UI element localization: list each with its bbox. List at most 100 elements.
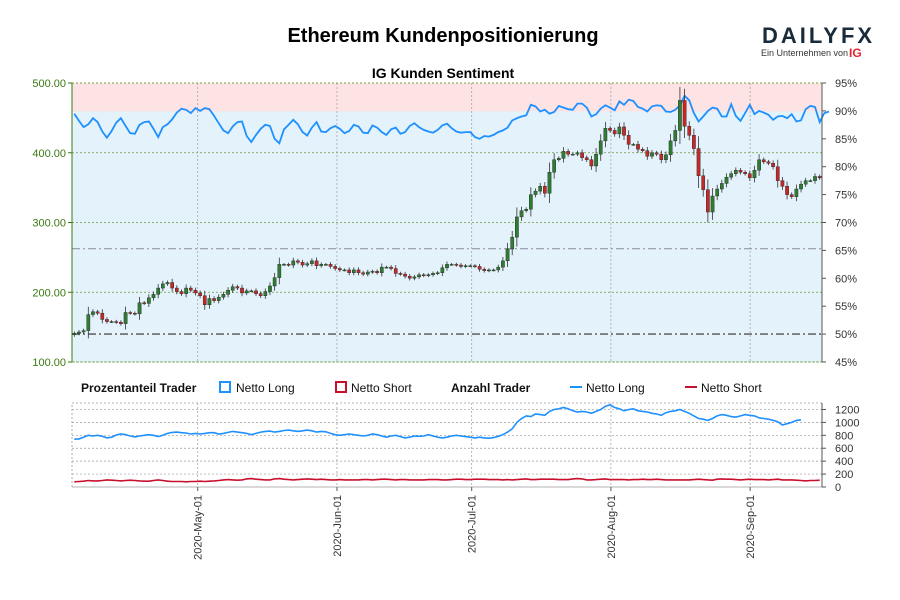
- candle-body: [496, 266, 501, 271]
- candle-body: [440, 267, 445, 273]
- pct-tick-label: 65%: [835, 245, 857, 257]
- candle-body: [547, 172, 552, 194]
- candle-body: [193, 289, 198, 294]
- candlesticks: [72, 87, 822, 339]
- candle-body: [584, 157, 589, 160]
- candle-body: [165, 282, 170, 285]
- candle-body: [654, 152, 659, 155]
- count-tick-label: 0: [835, 482, 841, 494]
- candle-body: [403, 273, 407, 277]
- candle-body: [207, 298, 212, 306]
- count-tick-label: 800: [835, 430, 853, 442]
- candle-body: [379, 266, 384, 273]
- candle-body: [589, 159, 594, 167]
- candle-body: [603, 128, 608, 142]
- candle-body: [314, 260, 319, 266]
- count-tick-label: 1200: [835, 404, 859, 416]
- candle-body: [254, 290, 258, 294]
- pct-tick-label: 75%: [835, 190, 857, 202]
- candle-body: [342, 269, 347, 272]
- candle-body: [449, 264, 454, 266]
- candle-body: [398, 273, 403, 275]
- candle-body: [426, 274, 431, 277]
- dailyfx-logo-text: DAILYFX: [762, 23, 875, 48]
- candle-body: [109, 321, 114, 323]
- candle-body: [720, 183, 724, 190]
- dailyfx-logo: DAILYFX Ein Unternehmen von IG: [761, 23, 875, 60]
- candle-body: [459, 264, 463, 267]
- candle-body: [179, 291, 184, 294]
- date-tick-label: 2020-Sep-01: [745, 495, 757, 559]
- candle-body: [645, 150, 650, 157]
- candle-body: [91, 311, 95, 315]
- candle-body: [538, 186, 542, 192]
- candle-body: [161, 283, 165, 289]
- candle-body: [771, 163, 775, 167]
- candle-body: [487, 269, 491, 272]
- date-tick-label: 2020-Jul-01: [467, 495, 479, 553]
- candle-body: [174, 287, 179, 292]
- candle-body: [356, 269, 361, 273]
- candle-body: [766, 161, 771, 164]
- candle-body: [687, 126, 692, 136]
- dailyfx-logo-subtext: Ein Unternehmen von: [761, 48, 848, 58]
- sentiment-line: [73, 94, 830, 145]
- candle-body: [510, 236, 515, 250]
- candle-body: [682, 100, 687, 127]
- count-panel-frame: [71, 402, 823, 488]
- candle-body: [249, 290, 254, 293]
- legend-pct-label: Prozentanteil Trader: [81, 381, 197, 395]
- candle-body: [617, 126, 622, 135]
- count-lines: [74, 404, 820, 483]
- candle-body: [608, 128, 612, 131]
- candle-body: [524, 209, 529, 211]
- date-tick-label: 2020-Aug-01: [606, 495, 618, 559]
- candle-body: [202, 295, 207, 306]
- candle-body: [556, 158, 561, 160]
- pct-tick-label: 85%: [835, 134, 857, 146]
- candle-body: [542, 186, 547, 194]
- pct-tick-label: 95%: [835, 78, 857, 90]
- candle-body: [235, 286, 240, 289]
- legend-long-label: Netto Long: [236, 381, 295, 395]
- candle-body: [212, 298, 216, 301]
- percent-axis: 45% 50% 55% 60% 65% 70% 75% 80% 85% 90% 95%: [822, 78, 857, 369]
- candle-body: [310, 260, 314, 264]
- candle-body: [407, 276, 412, 279]
- candle-body: [417, 274, 421, 278]
- candle-body: [431, 273, 435, 276]
- candle-body: [733, 169, 738, 174]
- candle-body: [240, 287, 244, 294]
- candle-body: [598, 140, 603, 155]
- candle-body: [659, 153, 664, 160]
- candle-body: [277, 264, 282, 278]
- candle-body: [188, 287, 193, 291]
- candle-body: [575, 152, 580, 155]
- price-axis: 100.00 200.00 300.00 400.00 500.00: [32, 78, 72, 369]
- candle-body: [454, 264, 459, 266]
- candle-body: [268, 285, 272, 292]
- candle-body: [95, 311, 100, 314]
- candle-body: [747, 173, 752, 179]
- candle-body: [580, 152, 584, 158]
- candle-body: [519, 210, 524, 218]
- candle-body: [156, 287, 161, 295]
- candle-body: [468, 265, 473, 267]
- candle-body: [780, 180, 785, 187]
- candle-body: [706, 189, 710, 213]
- candle-body: [137, 302, 142, 315]
- candle-body: [296, 260, 300, 263]
- candle-body: [282, 264, 286, 266]
- candle-body: [352, 269, 356, 273]
- candle-body: [393, 268, 398, 274]
- candle-body: [626, 135, 631, 145]
- candle-body: [324, 264, 328, 266]
- candle-body: [412, 276, 417, 279]
- pct-tick-label: 55%: [835, 301, 857, 313]
- candle-body: [808, 180, 813, 182]
- candle-body: [803, 180, 808, 185]
- candle-body: [664, 154, 668, 160]
- candle-body: [142, 302, 147, 304]
